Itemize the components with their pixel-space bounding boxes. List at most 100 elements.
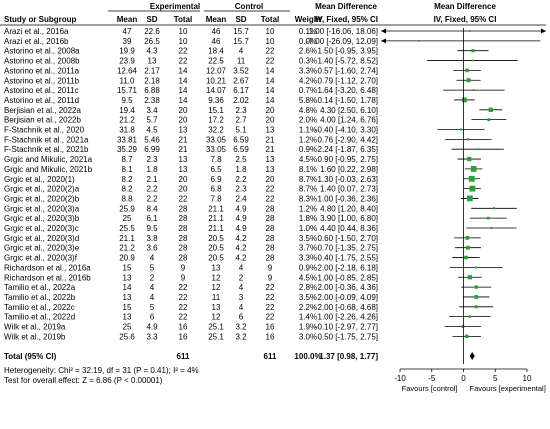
ci-arrow-right: [541, 29, 546, 34]
mean-experimental: 8.7: [121, 155, 133, 164]
total-experimental: 14: [179, 66, 188, 75]
effect-marker: [464, 256, 468, 260]
mean-control: 25.1: [208, 323, 224, 332]
total-control: 22: [266, 185, 275, 194]
weight-value: 1.4%: [299, 313, 317, 322]
weight-value: 0.9%: [299, 263, 317, 272]
col-mean-experimental: Mean: [117, 15, 138, 24]
study-name: Astorino et al., 2011b: [4, 76, 80, 85]
mean-experimental: 25: [123, 323, 132, 332]
col-mean-control: Mean: [206, 15, 227, 24]
total-control: 14: [266, 66, 275, 75]
sd-experimental: 8.4: [146, 204, 158, 213]
mean-control: 7.8: [210, 155, 222, 164]
mean-experimental: 20.9: [119, 254, 135, 263]
total-control: 22: [266, 293, 275, 302]
mean-control: 33.05: [206, 135, 227, 144]
total-control: 14: [266, 96, 275, 105]
effect-marker: [465, 236, 469, 240]
study-name: F-Stachnik et al., 2020: [4, 126, 85, 135]
effect-marker: [475, 305, 478, 308]
total-control: 13: [266, 155, 275, 164]
total-experimental: 14: [179, 96, 188, 105]
col-study: Study or Subgroup: [4, 15, 77, 24]
total-control: 13: [266, 126, 275, 135]
mean-experimental: 39: [123, 37, 132, 46]
total-experimental: 16: [179, 323, 188, 332]
total-experimental: 21: [179, 135, 188, 144]
col-total-experimental: Total: [174, 15, 193, 24]
total-control: 14: [266, 86, 275, 95]
total-control: 16: [266, 323, 275, 332]
total-experimental: 13: [179, 165, 188, 174]
header-experimental: Experimental: [150, 2, 200, 11]
total-experimental: 28: [179, 234, 188, 243]
ci-value: 2.24 [-1.87, 6.35]: [318, 145, 379, 154]
sd-experimental: 2.2: [146, 194, 158, 203]
sd-control: 6: [239, 313, 244, 322]
ci-value: 3.90 [1.00, 6.80]: [320, 214, 378, 223]
ci-value: 1.00 [-0.36, 2.36]: [318, 194, 379, 203]
mean-control: 21.1: [208, 204, 224, 213]
mean-control: 20.5: [208, 244, 224, 253]
mean-control: 11: [212, 293, 221, 302]
effect-marker: [489, 108, 493, 112]
study-name: Astorino et al., 2011d: [4, 96, 79, 105]
mean-control: 7.8: [210, 194, 222, 203]
mean-control: 6.8: [210, 185, 222, 194]
ci-value: 0.50 [-1.75, 2.75]: [318, 332, 379, 341]
sd-experimental: 4: [150, 254, 155, 263]
effect-marker: [465, 335, 468, 338]
weight-value: 3.3%: [299, 254, 317, 263]
weight-value: 1.2%: [299, 135, 317, 144]
effect-marker: [471, 60, 473, 62]
weight-value: 1.2%: [299, 204, 317, 213]
mean-experimental: 21.2: [119, 244, 135, 253]
ci-value: 1.40 [-5.72, 8.52]: [318, 57, 379, 66]
mean-control: 15.1: [208, 106, 224, 115]
mean-experimental: 31.8: [119, 126, 135, 135]
effect-marker: [467, 157, 471, 161]
sd-experimental: 2.38: [144, 96, 160, 105]
ci-arrow-left: [381, 29, 386, 34]
effect-marker: [418, 40, 420, 42]
mean-control: 46: [212, 27, 221, 36]
total-experimental: 21: [179, 145, 188, 154]
study-name: Grgic et al., 2020(1): [4, 175, 75, 184]
effect-marker: [467, 196, 473, 202]
total-experimental: 10: [179, 37, 188, 46]
weight-value: 3.0%: [299, 332, 317, 341]
total-control: 9: [268, 263, 273, 272]
weight-value: 4.5%: [299, 155, 317, 164]
total-control: 21: [266, 135, 275, 144]
study-name: F-Stachnik et al., 2021b: [4, 145, 89, 154]
mean-control: 9.36: [208, 96, 224, 105]
effect-marker: [462, 98, 467, 103]
mean-control: 22.5: [208, 57, 224, 66]
mean-experimental: 47: [123, 27, 132, 36]
total-control: 28: [266, 204, 275, 213]
weight-value: 0.9%: [299, 145, 317, 154]
mean-experimental: 33.81: [117, 135, 138, 144]
col-ci: IV, Fixed, 95% CI: [315, 15, 378, 24]
mean-control: 20.5: [208, 254, 224, 263]
study-name: Berjisian et al., 2022b: [4, 116, 81, 125]
study-name: Tamilio et al., 2022a: [4, 283, 76, 292]
mean-experimental: 19.9: [119, 47, 135, 56]
sd-control: 15.7: [233, 27, 249, 36]
total-experimental: 20: [179, 116, 188, 125]
x-tick-label: -5: [428, 374, 436, 383]
total-experimental: 9: [181, 263, 186, 272]
effect-marker: [469, 30, 471, 32]
sd-control: 3.52: [233, 66, 249, 75]
weight-value: 4.2%: [299, 76, 317, 85]
effect-marker: [493, 207, 495, 209]
sd-control: 2.7: [235, 116, 247, 125]
effect-marker: [465, 69, 469, 73]
effect-marker: [468, 275, 472, 279]
weight-value: 8.1%: [299, 165, 317, 174]
total-ci: 1.37 [0.98, 1.77]: [319, 352, 378, 361]
study-name: Richardson et al., 2016b: [4, 273, 91, 282]
weight-value: 3.5%: [299, 234, 317, 243]
